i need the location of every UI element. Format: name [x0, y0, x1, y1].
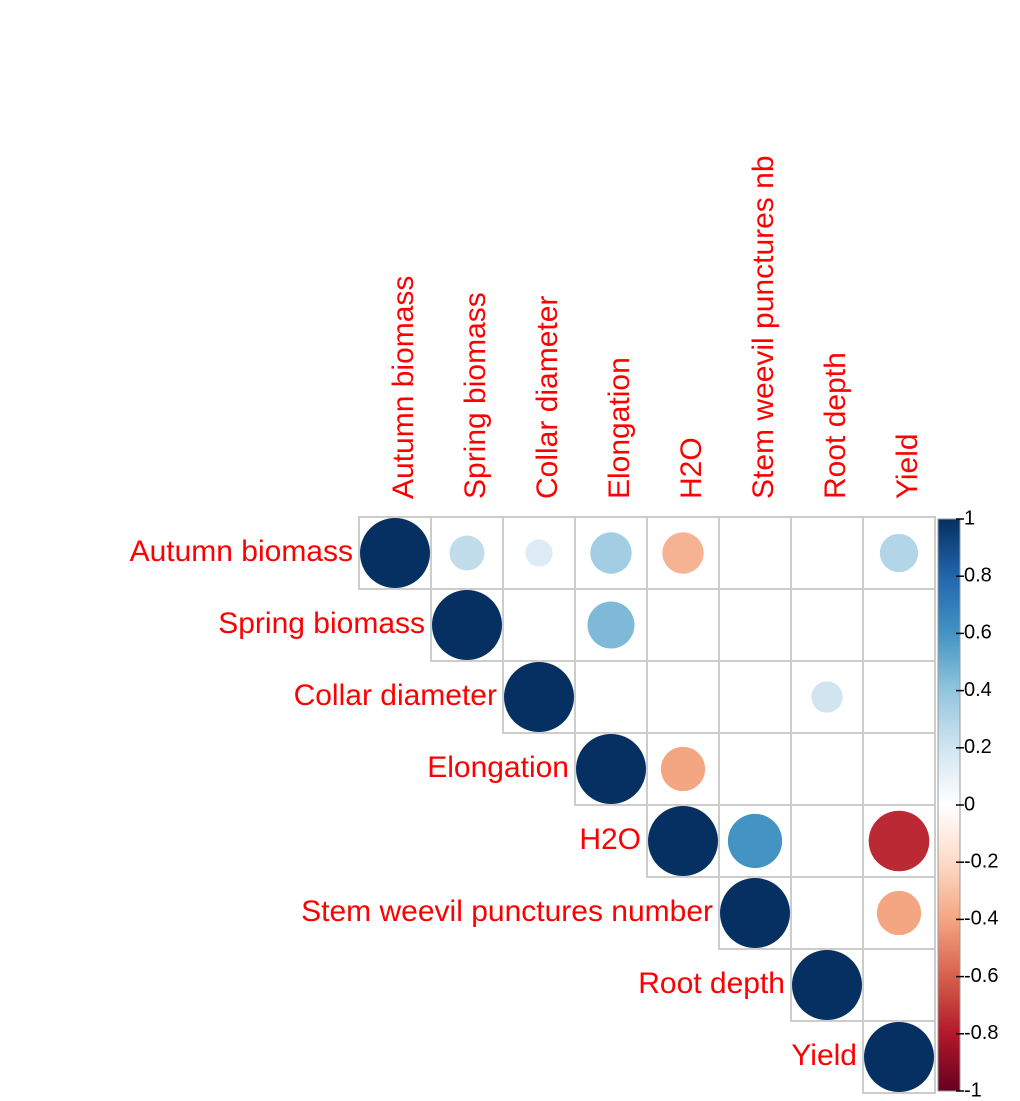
- row-label: Yield: [791, 1039, 857, 1072]
- cell: [646, 588, 720, 662]
- column-label: Root depth: [819, 352, 852, 499]
- colorbar-tick-label: -0.4: [964, 908, 998, 930]
- colorbar-tick-label: -0.2: [964, 850, 998, 872]
- row-label: Collar diameter: [294, 679, 497, 712]
- corr-circle: [504, 662, 574, 732]
- column-label: Elongation: [603, 357, 636, 499]
- colorbar-tick-label: 0.2: [964, 736, 992, 758]
- corr-circle: [792, 950, 862, 1020]
- cell: [790, 804, 864, 878]
- row-label: H2O: [579, 823, 641, 856]
- column-label: Yield: [891, 433, 924, 499]
- colorbar-tick-label: -0.6: [964, 965, 998, 987]
- column-label: Stem weevil punctures nb: [747, 155, 780, 499]
- colorbar-tick-label: 0.6: [964, 622, 992, 644]
- cell: [790, 732, 864, 806]
- corr-circle: [720, 878, 790, 948]
- column-label: Spring biomass: [459, 292, 492, 499]
- corr-circle: [811, 681, 843, 713]
- corr-circle: [868, 810, 930, 872]
- cell: [790, 588, 864, 662]
- cell: [862, 732, 936, 806]
- colorbar-tick-label: 0: [964, 793, 975, 815]
- row-label: Autumn biomass: [130, 535, 353, 568]
- row-label: Spring biomass: [218, 607, 425, 640]
- cell: [862, 660, 936, 734]
- corr-circle: [876, 890, 922, 936]
- corr-circle: [662, 532, 704, 574]
- colorbar-tick-label: 0.8: [964, 564, 992, 586]
- cell: [718, 516, 792, 590]
- colorbar-tick-label: -1: [964, 1079, 982, 1101]
- corr-circle: [590, 532, 632, 574]
- cell: [574, 660, 648, 734]
- cell: [790, 876, 864, 950]
- colorbar-tick-label: 1: [964, 507, 975, 529]
- corr-circle: [727, 813, 783, 869]
- corr-circle: [879, 533, 919, 573]
- colorbar-tick-label: 0.4: [964, 679, 992, 701]
- cell: [862, 948, 936, 1022]
- corr-circle: [449, 535, 485, 571]
- cell: [718, 660, 792, 734]
- corr-circle: [660, 746, 706, 792]
- cell: [862, 588, 936, 662]
- cell: [502, 588, 576, 662]
- column-label: Collar diameter: [531, 296, 564, 499]
- corr-circle: [576, 734, 646, 804]
- corr-circle: [360, 518, 430, 588]
- column-label: H2O: [675, 437, 708, 499]
- corr-circle: [587, 601, 635, 649]
- corr-circle: [648, 806, 718, 876]
- cell: [862, 1020, 936, 1094]
- row-label: Elongation: [427, 751, 569, 784]
- cell: [790, 516, 864, 590]
- cell: [718, 732, 792, 806]
- column-label: Autumn biomass: [387, 276, 420, 499]
- row-label: Root depth: [638, 967, 785, 1000]
- corr-circle: [864, 1022, 934, 1092]
- corr-circle: [525, 539, 553, 567]
- cell: [718, 588, 792, 662]
- corr-circle: [432, 590, 502, 660]
- cell: [646, 660, 720, 734]
- colorbar-tick-label: -0.8: [964, 1022, 998, 1044]
- row-label: Stem weevil punctures number: [301, 895, 713, 928]
